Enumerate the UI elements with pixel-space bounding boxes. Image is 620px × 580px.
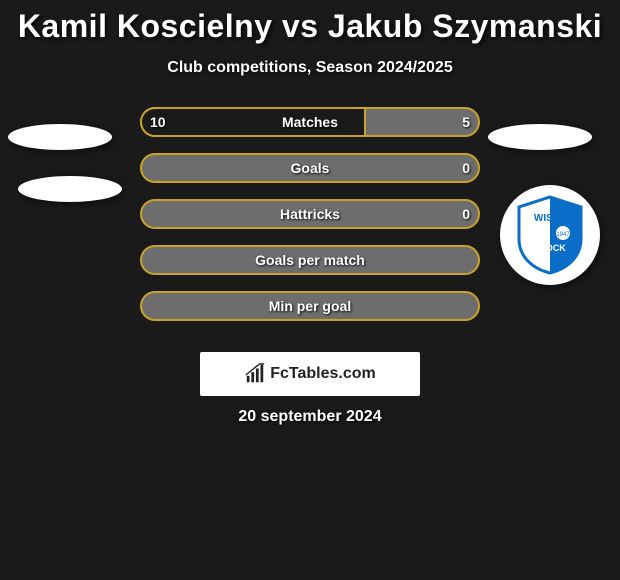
stat-row-min-per-goal: Min per goal: [0, 291, 620, 323]
player-left-ellipse-2: [18, 176, 122, 202]
club-crest-right: WISŁA PŁOCK 1947: [500, 185, 600, 285]
player-left-ellipse-1: [8, 124, 112, 150]
shield-icon: WISŁA PŁOCK 1947: [515, 195, 585, 275]
bar-right-value: 5: [140, 107, 470, 137]
svg-text:1947: 1947: [556, 232, 570, 238]
brand-label: FcTables.com: [270, 365, 376, 383]
bar-right-value: 0: [140, 199, 470, 229]
player-right-ellipse-1: [488, 124, 592, 150]
bar-label: Min per goal: [140, 291, 480, 321]
svg-text:WISŁA: WISŁA: [534, 213, 566, 224]
bar-chart-icon: [244, 363, 266, 385]
brand-box[interactable]: FcTables.com: [200, 352, 420, 396]
bar-label: Goals per match: [140, 245, 480, 275]
bar-right-value: 0: [140, 153, 470, 183]
date-label: 20 september 2024: [0, 408, 620, 426]
svg-text:PŁOCK: PŁOCK: [534, 243, 566, 253]
page-subtitle: Club competitions, Season 2024/2025: [0, 59, 620, 77]
page-title: Kamil Koscielny vs Jakub Szymanski: [0, 0, 620, 45]
